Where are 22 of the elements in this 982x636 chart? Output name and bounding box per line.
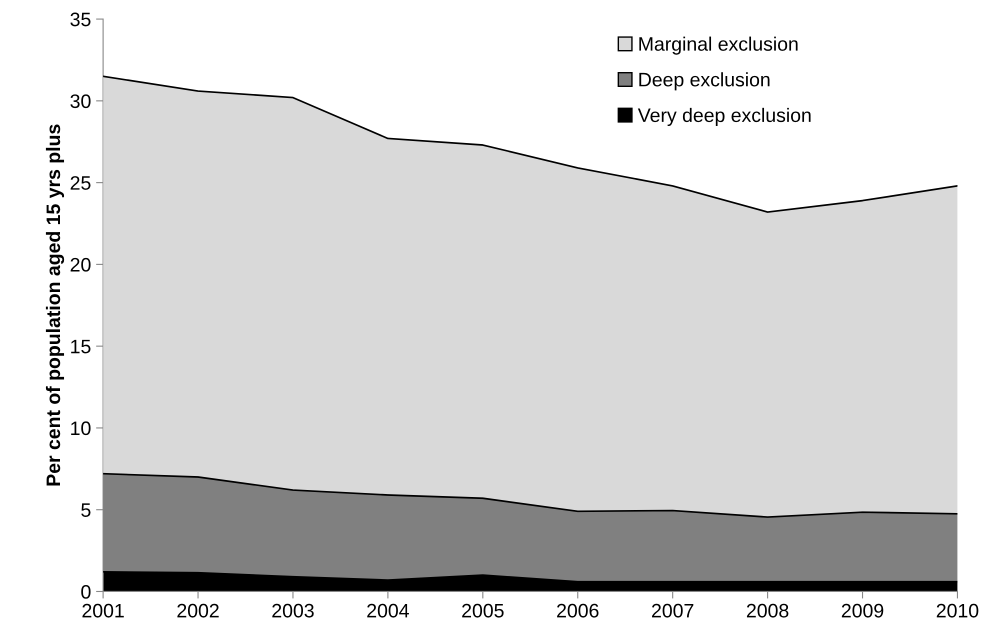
x-tick-label: 2010: [936, 604, 978, 618]
x-tick-label: 2002: [177, 604, 219, 618]
y-tick-label: 10: [71, 421, 91, 436]
y-tick-label: 5: [81, 503, 90, 517]
y-tick-label: 20: [70, 258, 91, 272]
x-tick-label: 2007: [652, 604, 694, 618]
x-tick-label: 2008: [746, 604, 788, 618]
x-tick-label: 2003: [272, 604, 314, 618]
x-tick-label: 2009: [842, 604, 884, 618]
y-tick-label: 25: [70, 176, 90, 190]
x-tick-label: 2006: [557, 604, 599, 618]
x-tick-label: 2004: [367, 604, 409, 618]
x-tick-label: 2005: [462, 604, 504, 618]
y-tick-label: 35: [70, 12, 90, 26]
legend-label: Marginal exclusion: [639, 36, 798, 55]
y-tick-label: 15: [71, 340, 90, 354]
y-tick-label: 30: [70, 94, 91, 108]
y-axis-title: Per cent of population aged 15 yrs plus: [46, 124, 64, 486]
y-tick-label: 0: [81, 584, 91, 599]
legend-label: Very deep exclusion: [638, 108, 811, 126]
x-tick-label: 2001: [82, 604, 124, 618]
legend-label: Deep exclusion: [639, 72, 770, 90]
